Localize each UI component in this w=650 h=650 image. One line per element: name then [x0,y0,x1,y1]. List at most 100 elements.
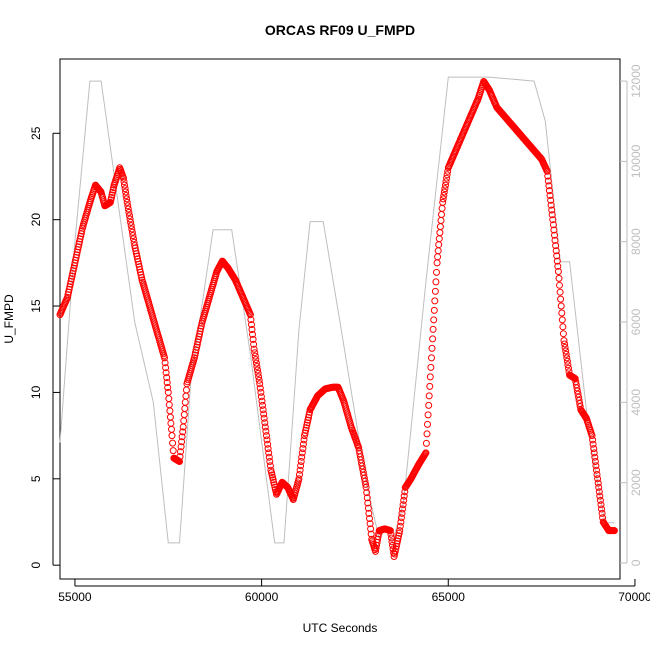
data-point [72,256,79,264]
data-point [557,302,565,310]
data-point [561,340,569,348]
data-point [595,488,603,496]
data-point [259,401,266,409]
data-point [128,228,136,236]
data-point [78,227,86,235]
data-point [400,492,408,500]
data-point [432,278,440,286]
data-point [136,266,144,273]
data-point [269,476,277,484]
data-point [563,354,571,362]
data-point [544,172,552,180]
data-point [121,185,129,193]
y-axis-label: U_FMPD [2,294,16,344]
y-tick-label: 5 [29,475,43,482]
data-point [561,344,569,351]
data-point [596,492,604,500]
data-point [130,235,137,243]
data-point [66,280,74,288]
data-point [194,335,202,343]
data-point [177,448,184,456]
data-point [124,202,132,210]
x-tick-label: 70000 [618,590,650,604]
data-point [546,192,554,199]
data-point [549,221,557,229]
data-point [436,229,444,237]
data-point [250,345,258,353]
data-point [120,178,128,186]
data-point [399,501,407,509]
x-tick-label: 60000 [245,590,279,604]
data-point [386,527,394,535]
data-point [134,258,142,265]
data-point [590,449,598,457]
data-point [430,316,438,324]
data-point [425,392,433,400]
data-point [251,352,259,360]
data-point [556,281,563,289]
data-point [545,182,553,190]
data-point [551,236,559,244]
data-point [554,268,562,275]
data-point [197,325,205,333]
x-axis: 55000 60000 65000 70000 [58,579,650,604]
data-point [304,416,312,424]
data-point [252,356,260,364]
data-point [424,420,431,428]
data-point [431,287,439,295]
data-point [296,471,303,478]
data-point [422,449,430,457]
data-point [610,527,618,535]
data-point [442,181,449,189]
data-point [366,515,373,522]
data-point [422,439,430,447]
x-tick-label: 55000 [58,590,92,604]
data-point [591,458,599,465]
data-point [549,216,557,224]
data-point [261,423,269,431]
data-point [399,505,406,513]
data-point [65,288,73,296]
data-point [108,191,116,199]
data-point [559,330,567,338]
data-point [76,238,83,246]
data-point [394,534,402,542]
data-point [137,271,145,279]
data-point [397,518,405,526]
data-point [256,380,264,388]
data-point [592,462,600,470]
data-point [551,231,558,239]
data-point [180,417,188,425]
data-point [426,382,434,390]
data-point [597,501,605,509]
data-point [598,509,606,517]
y-right-tick-label: 8000 [629,228,643,255]
y-tick-label: 20 [29,213,43,227]
data-point [249,330,256,338]
data-point [69,270,77,277]
data-point [429,325,437,333]
data-point [429,335,437,343]
data-point [70,262,78,269]
data-point [68,275,75,283]
data-point [194,338,202,346]
data-point [262,427,270,435]
data-point [544,177,552,185]
data-point [76,235,84,243]
data-point [260,414,268,422]
data-point [255,376,263,384]
data-point [169,447,177,455]
data-point [593,471,601,478]
data-point [392,542,400,550]
y-right-tick-label: 2000 [629,469,643,496]
data-point [124,205,132,213]
data-point [298,449,306,457]
altitude-line [59,76,615,545]
data-point [247,316,255,324]
data-point [248,326,256,333]
data-point [297,462,305,470]
x-axis-label: UTC Seconds [303,621,378,635]
data-point [364,504,372,512]
